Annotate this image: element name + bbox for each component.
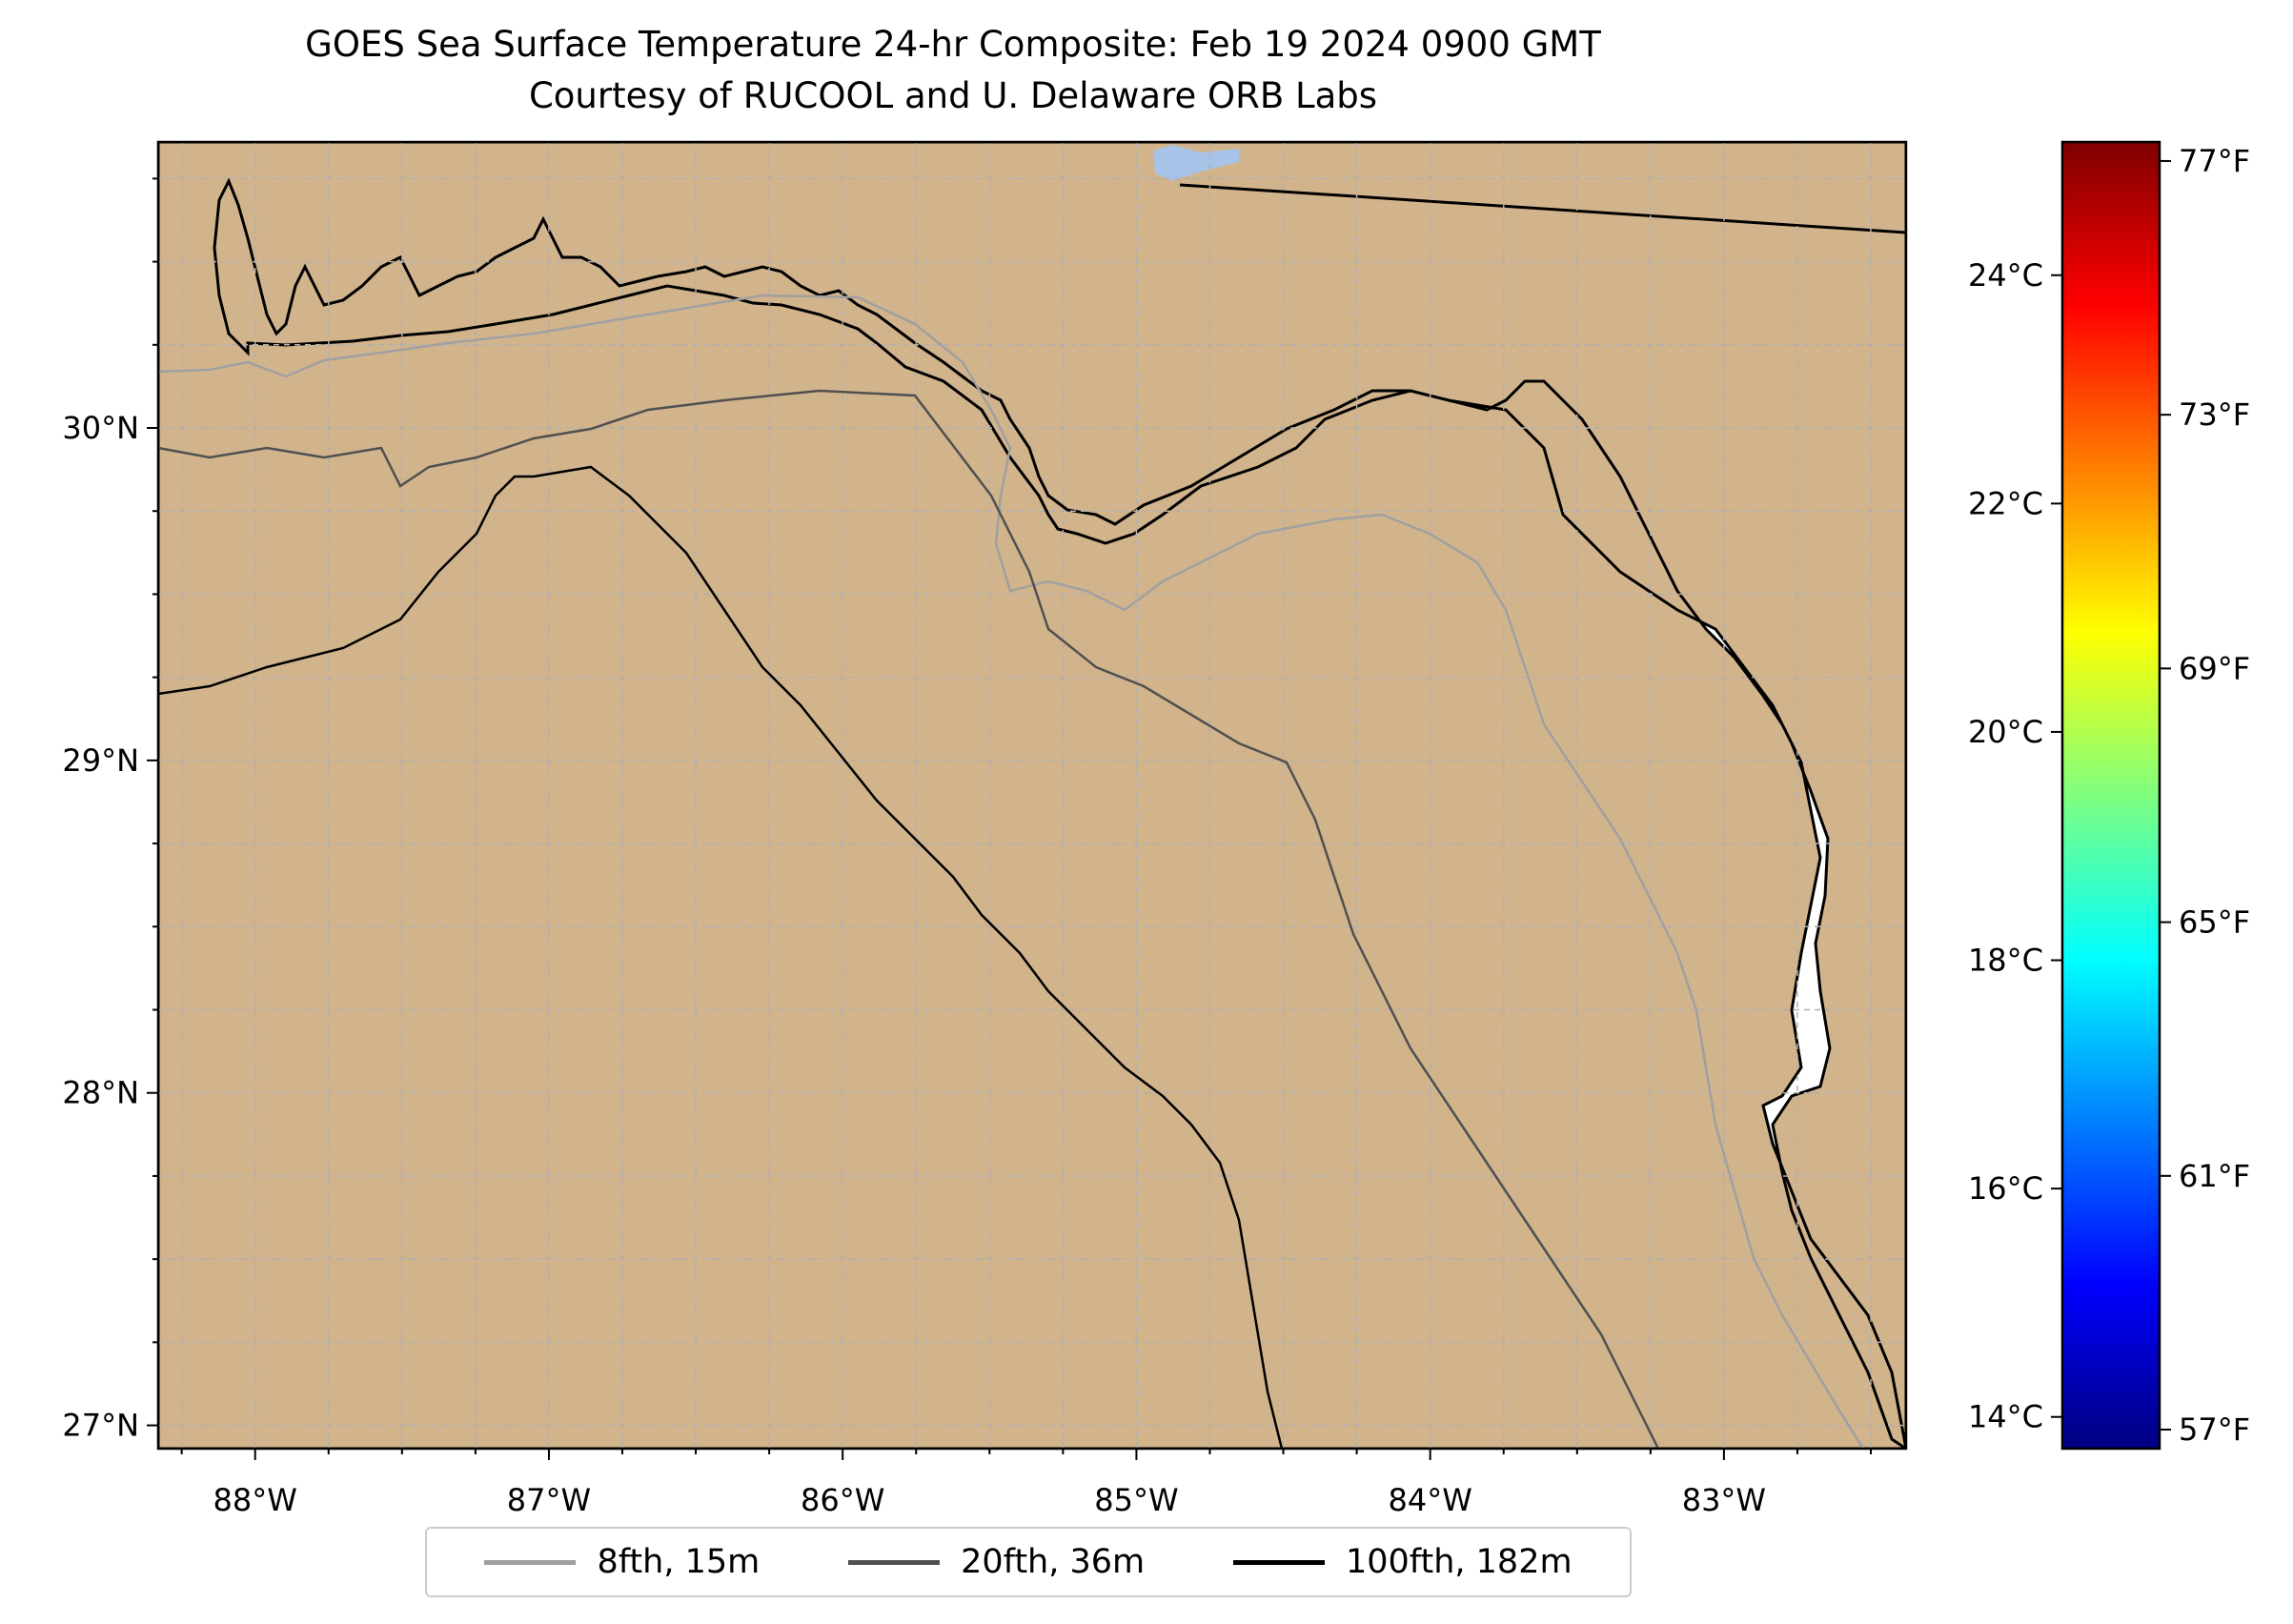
figure-title: GOES Sea Surface Temperature 24-hr Compo… (305, 24, 1601, 65)
lat-tick-label: 29°N (62, 742, 139, 779)
lat-tick-label: 28°N (62, 1075, 139, 1111)
colorbar-celsius-axis: 24°C 22°C 20°C 18°C 16°C 14°C (1968, 257, 2062, 1435)
isobath-100fth-182m (158, 465, 1284, 1449)
celsius-tick-label: 22°C (1968, 485, 2043, 521)
colorbar-fahrenheit-axis: 77°F 73°F 69°F 65°F 61°F 57°F (2160, 143, 2250, 1448)
lat-tick-label: 30°N (62, 410, 139, 446)
state-boundary (1179, 183, 1906, 234)
figure-subtitle: Courtesy of RUCOOL and U. Delaware ORB L… (528, 75, 1378, 116)
legend-line-8fth (484, 1559, 577, 1565)
fahrenheit-tick-label: 61°F (2179, 1158, 2250, 1194)
lon-tick-label: 84°W (1388, 1482, 1471, 1518)
isobath-legend: 8fth, 15m 20fth, 36m 100fth, 182m (425, 1527, 1632, 1597)
isobath-20fth-36m (158, 389, 1660, 1449)
legend-label-100fth: 100fth, 182m (1345, 1543, 1573, 1581)
legend-label-20fth: 20fth, 36m (961, 1543, 1146, 1581)
fahrenheit-tick-label: 57°F (2179, 1411, 2250, 1448)
legend-entry-8fth: 8fth, 15m (484, 1543, 760, 1581)
fahrenheit-tick-label: 73°F (2179, 396, 2250, 433)
lon-tick-label: 87°W (507, 1482, 591, 1518)
longitude-axis: 88°W 87°W 86°W 85°W 84°W 83°W (180, 1449, 1873, 1518)
lake-feature (1153, 145, 1239, 181)
lon-tick-label: 83°W (1682, 1482, 1766, 1518)
map-frame (156, 140, 1908, 1451)
lon-tick-label: 85°W (1094, 1482, 1178, 1518)
celsius-tick-label: 24°C (1968, 257, 2043, 294)
latitude-axis: 27°N 28°N 29°N 30°N (62, 177, 158, 1444)
legend-line-20fth (848, 1559, 941, 1565)
celsius-tick-label: 20°C (1968, 714, 2043, 750)
land-mass (158, 142, 1906, 1449)
celsius-tick-label: 16°C (1968, 1170, 2043, 1207)
legend-label-8fth: 8fth, 15m (597, 1543, 761, 1581)
celsius-tick-label: 18°C (1968, 943, 2043, 979)
legend-line-100fth (1232, 1559, 1325, 1565)
colorbar-gradient (2060, 140, 2161, 1451)
fahrenheit-tick-label: 69°F (2179, 650, 2250, 686)
legend-entry-100fth: 100fth, 182m (1232, 1543, 1573, 1581)
celsius-tick-label: 14°C (1968, 1399, 2043, 1435)
legend-entry-20fth: 20fth, 36m (848, 1543, 1145, 1581)
isobath-8fth-15m (158, 294, 1865, 1449)
lon-tick-label: 86°W (801, 1482, 884, 1518)
fahrenheit-tick-label: 77°F (2179, 143, 2250, 179)
lon-tick-label: 88°W (213, 1482, 297, 1518)
map-gridlines (158, 142, 1906, 1449)
lat-tick-label: 27°N (62, 1408, 139, 1444)
fahrenheit-tick-label: 65°F (2179, 904, 2250, 941)
